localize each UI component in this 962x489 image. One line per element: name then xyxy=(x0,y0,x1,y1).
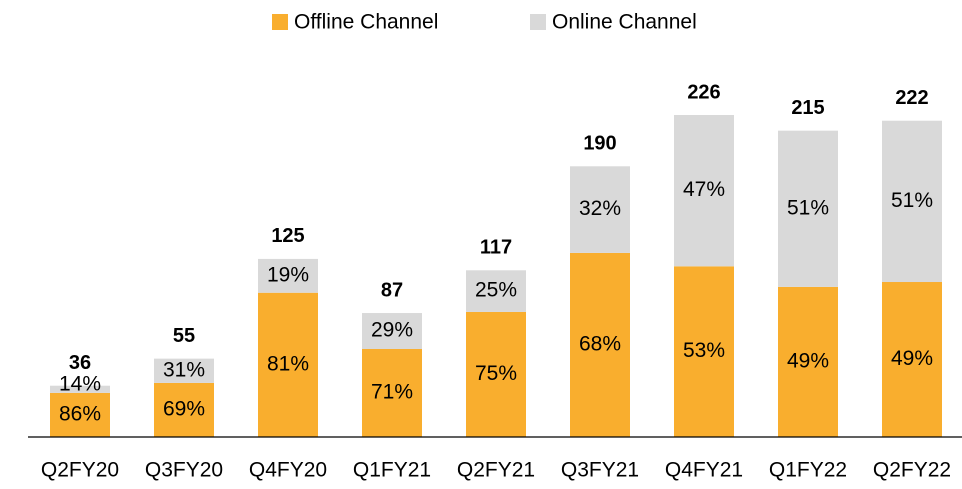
total-label: 55 xyxy=(173,325,195,347)
x-tick-label: Q1FY21 xyxy=(353,459,431,482)
data-label: 49% xyxy=(891,347,933,370)
bar-segment xyxy=(882,282,942,437)
x-tick-label: Q2FY21 xyxy=(457,459,535,482)
x-tick-label: Q3FY21 xyxy=(561,459,639,482)
bar-segment xyxy=(570,166,630,253)
total-label: 117 xyxy=(480,237,512,259)
data-label: 25% xyxy=(475,279,517,302)
total-label: 190 xyxy=(583,133,616,155)
total-label: 226 xyxy=(687,81,720,103)
bar-segment xyxy=(50,392,110,437)
data-label: 47% xyxy=(683,178,725,201)
legend-label: Online Channel xyxy=(552,11,697,34)
bar-segment xyxy=(466,270,526,312)
bar-segment xyxy=(674,266,734,437)
bar-segment xyxy=(258,258,318,293)
legend-swatch xyxy=(530,14,546,30)
bar-segment xyxy=(570,252,630,437)
data-label: 49% xyxy=(787,349,829,372)
legend-label: Offline Channel xyxy=(294,11,438,34)
bar-segment xyxy=(466,311,526,437)
bar-segment xyxy=(778,130,838,287)
data-label: 68% xyxy=(579,333,621,356)
data-label: 69% xyxy=(163,398,205,421)
data-label: 32% xyxy=(579,197,621,220)
bar-segment xyxy=(362,313,422,349)
bar-segment xyxy=(674,115,734,267)
bar-segment xyxy=(154,358,214,383)
data-label: 51% xyxy=(787,196,829,219)
bar-segment xyxy=(50,385,110,393)
data-label: 53% xyxy=(683,339,725,362)
x-tick-label: Q2FY20 xyxy=(41,459,119,482)
data-label: 75% xyxy=(475,362,517,385)
total-label: 36 xyxy=(69,352,91,374)
data-label: 14% xyxy=(59,372,101,395)
total-label: 125 xyxy=(271,225,304,247)
bar-segment xyxy=(778,286,838,437)
bar-segment xyxy=(882,120,942,283)
data-label: 81% xyxy=(267,352,309,375)
data-label: 71% xyxy=(371,381,413,404)
data-label: 29% xyxy=(371,319,413,342)
data-label: 86% xyxy=(59,402,101,425)
bar-segment xyxy=(258,292,318,437)
x-tick-label: Q3FY20 xyxy=(145,459,223,482)
bar-segment xyxy=(362,348,422,437)
x-tick-label: Q1FY22 xyxy=(769,459,847,482)
x-tick-label: Q4FY20 xyxy=(249,459,327,482)
total-label: 215 xyxy=(791,97,824,119)
legend-swatch xyxy=(272,14,288,30)
data-label: 51% xyxy=(891,189,933,212)
total-label: 87 xyxy=(381,279,403,301)
x-tick-label: Q4FY21 xyxy=(665,459,743,482)
data-label: 19% xyxy=(267,263,309,286)
data-label: 31% xyxy=(163,358,205,381)
total-label: 222 xyxy=(895,87,928,109)
bar-segment xyxy=(154,382,214,437)
x-tick-label: Q2FY22 xyxy=(873,459,951,482)
